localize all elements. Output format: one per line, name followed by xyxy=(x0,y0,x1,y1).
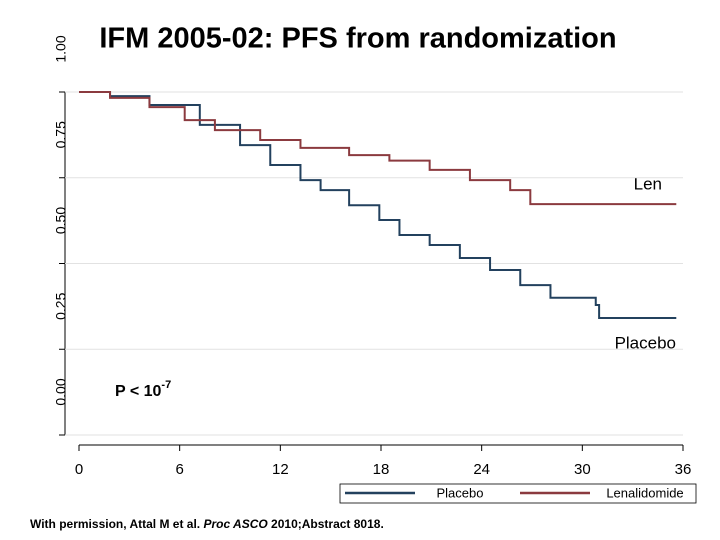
y-tick-label: 0.75 xyxy=(53,121,69,148)
x-tick-label: 36 xyxy=(675,461,692,478)
y-tick-label: 1.00 xyxy=(53,35,69,62)
x-tick-label: 0 xyxy=(75,461,83,478)
legend-label: Placebo xyxy=(437,485,484,500)
x-tick-label: 30 xyxy=(574,461,591,478)
p-value-exponent: -7 xyxy=(161,379,171,391)
legend-box xyxy=(339,483,697,504)
x-tick-label: 18 xyxy=(373,461,390,478)
y-tick-label: 0.25 xyxy=(53,292,69,319)
p-value-text: P < 10 xyxy=(115,383,162,400)
km-curve xyxy=(79,91,677,206)
footnote-text: 2010;Abstract 8018. xyxy=(268,517,384,531)
chart-title: IFM 2005-02: PFS from randomization xyxy=(99,23,616,55)
footnote: With permission, Attal M et al. Proc ASC… xyxy=(30,517,384,531)
x-tick-label: 24 xyxy=(473,461,490,478)
y-tick-label: 0.00 xyxy=(53,378,69,405)
footnote-text: With permission, Attal M et al. xyxy=(30,517,203,531)
x-tick-label: 12 xyxy=(272,461,289,478)
annotation: Placebo xyxy=(615,333,676,352)
legend-label: Lenalidomide xyxy=(606,485,683,500)
x-tick-label: 6 xyxy=(175,461,183,478)
annotation: Len xyxy=(634,174,662,193)
footnote-italic: Proc ASCO xyxy=(203,517,268,531)
y-tick-label: 0.50 xyxy=(53,207,69,234)
p-value: P < 10-7 xyxy=(115,379,171,400)
km-curve xyxy=(79,91,677,320)
